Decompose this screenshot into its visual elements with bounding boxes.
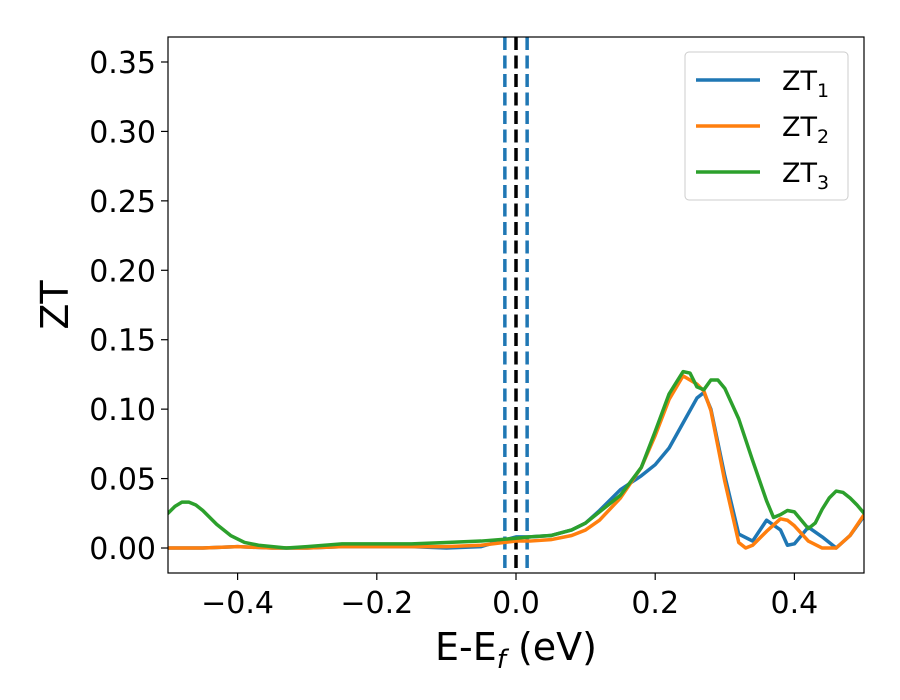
x-tick-label: 0.0 xyxy=(492,586,540,621)
x-tick-label: 0.4 xyxy=(771,586,819,621)
x-tick-label: −0.2 xyxy=(340,586,413,621)
y-tick-label: 0.05 xyxy=(89,463,156,498)
y-axis-title: ZT xyxy=(33,280,77,330)
y-tick-label: 0.00 xyxy=(89,532,156,567)
y-tick-label: 0.10 xyxy=(89,393,156,428)
y-tick-label: 0.20 xyxy=(89,254,156,289)
y-tick-label: 0.35 xyxy=(89,46,156,81)
x-tick-label: −0.4 xyxy=(201,586,274,621)
y-tick-label: 0.25 xyxy=(89,185,156,220)
x-axis-title: E-Ef (eV) xyxy=(435,625,597,675)
x-tick-label: 0.2 xyxy=(631,586,679,621)
y-tick-label: 0.30 xyxy=(89,115,156,150)
y-tick-label: 0.15 xyxy=(89,324,156,359)
